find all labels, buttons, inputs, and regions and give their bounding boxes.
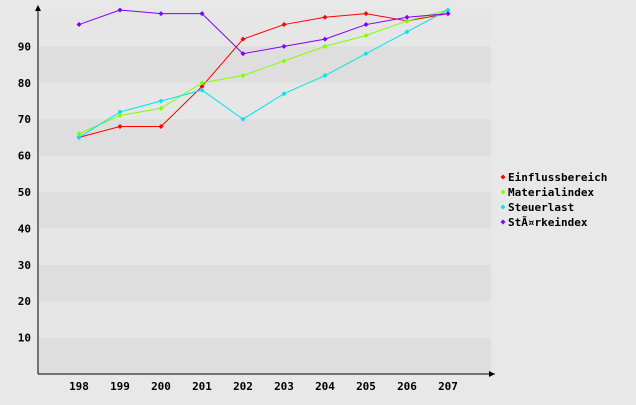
data-point (199, 11, 205, 17)
data-point (363, 22, 369, 28)
grid-band (39, 46, 491, 83)
legend-label: Steuerlast (508, 201, 574, 214)
series-2 (76, 7, 451, 140)
data-point (158, 123, 164, 129)
legend-marker (500, 174, 506, 180)
grid-band (39, 228, 491, 265)
grid-bands (39, 10, 491, 374)
series-line (78, 9, 449, 135)
x-tick-label: 199 (110, 380, 130, 393)
data-point (158, 98, 164, 104)
series-line (78, 13, 449, 138)
data-point (158, 105, 164, 111)
data-point (281, 58, 287, 64)
data-point (404, 18, 410, 24)
data-point (76, 131, 82, 137)
data-point (363, 11, 369, 17)
data-point (240, 51, 246, 57)
legend-marker (500, 204, 506, 210)
grid-band (39, 264, 491, 302)
data-point (158, 11, 164, 17)
grid-band (39, 119, 491, 156)
data-point (445, 7, 451, 13)
x-tick-label: 201 (192, 380, 212, 393)
series-3 (76, 7, 451, 57)
x-tick-label: 202 (233, 380, 253, 393)
legend-marker (500, 189, 506, 195)
series-line (78, 9, 449, 138)
data-point (240, 36, 246, 42)
series-group (76, 7, 451, 140)
y-tick-label: 60 (18, 150, 31, 163)
data-point (76, 22, 82, 28)
legend-label: Einflussbereich (508, 171, 607, 184)
data-point (404, 14, 410, 20)
data-point (240, 73, 246, 79)
data-point (199, 80, 205, 86)
data-point (322, 43, 328, 49)
grid-band (39, 301, 491, 338)
data-point (117, 123, 123, 129)
x-tick-label: 206 (397, 380, 417, 393)
grid-band (39, 82, 491, 120)
grid-band (39, 337, 491, 374)
grid-band (39, 155, 491, 192)
data-point (117, 113, 123, 119)
data-point (322, 73, 328, 79)
y-tick-label: 70 (18, 113, 31, 126)
data-point (117, 7, 123, 13)
legend-marker (500, 219, 506, 225)
data-point (281, 43, 287, 49)
data-point (281, 22, 287, 28)
data-point (199, 87, 205, 93)
grid-band (39, 192, 491, 229)
legend: Einflussbereich Materialindex Steuerlast St… (500, 171, 607, 229)
data-point (404, 29, 410, 35)
y-tick-label: 20 (18, 295, 31, 308)
data-point (363, 32, 369, 38)
y-tick-label: 10 (18, 332, 31, 345)
series-line (78, 9, 449, 55)
data-point (363, 51, 369, 57)
legend-label: StÃ¤rkeindex (508, 216, 588, 229)
data-point (117, 109, 123, 115)
data-point (281, 91, 287, 97)
data-point (76, 134, 82, 140)
x-tick-label: 198 (69, 380, 89, 393)
data-point (322, 36, 328, 42)
x-tick-label: 200 (151, 380, 171, 393)
x-tick-label: 207 (438, 380, 458, 393)
x-tick-label: 204 (315, 380, 335, 393)
y-tick-label: 30 (18, 259, 31, 272)
y-tick-label: 80 (18, 77, 31, 90)
x-tick-label: 205 (356, 380, 376, 393)
y-axis-arrow (35, 5, 41, 11)
data-point (322, 14, 328, 20)
legend-label: Materialindex (508, 186, 594, 199)
y-tick-labels: 10 20 30 40 50 60 70 80 90 (18, 40, 31, 344)
y-tick-label: 40 (18, 222, 31, 235)
y-tick-label: 50 (18, 186, 31, 199)
x-axis-arrow (489, 371, 495, 377)
x-tick-labels: 198 199 200 201 202 203 204 205 206 207 (69, 380, 458, 393)
y-tick-label: 90 (18, 40, 31, 53)
x-tick-label: 203 (274, 380, 294, 393)
axes (35, 5, 495, 377)
data-point (240, 116, 246, 122)
data-point (199, 83, 205, 89)
data-point (445, 11, 451, 17)
